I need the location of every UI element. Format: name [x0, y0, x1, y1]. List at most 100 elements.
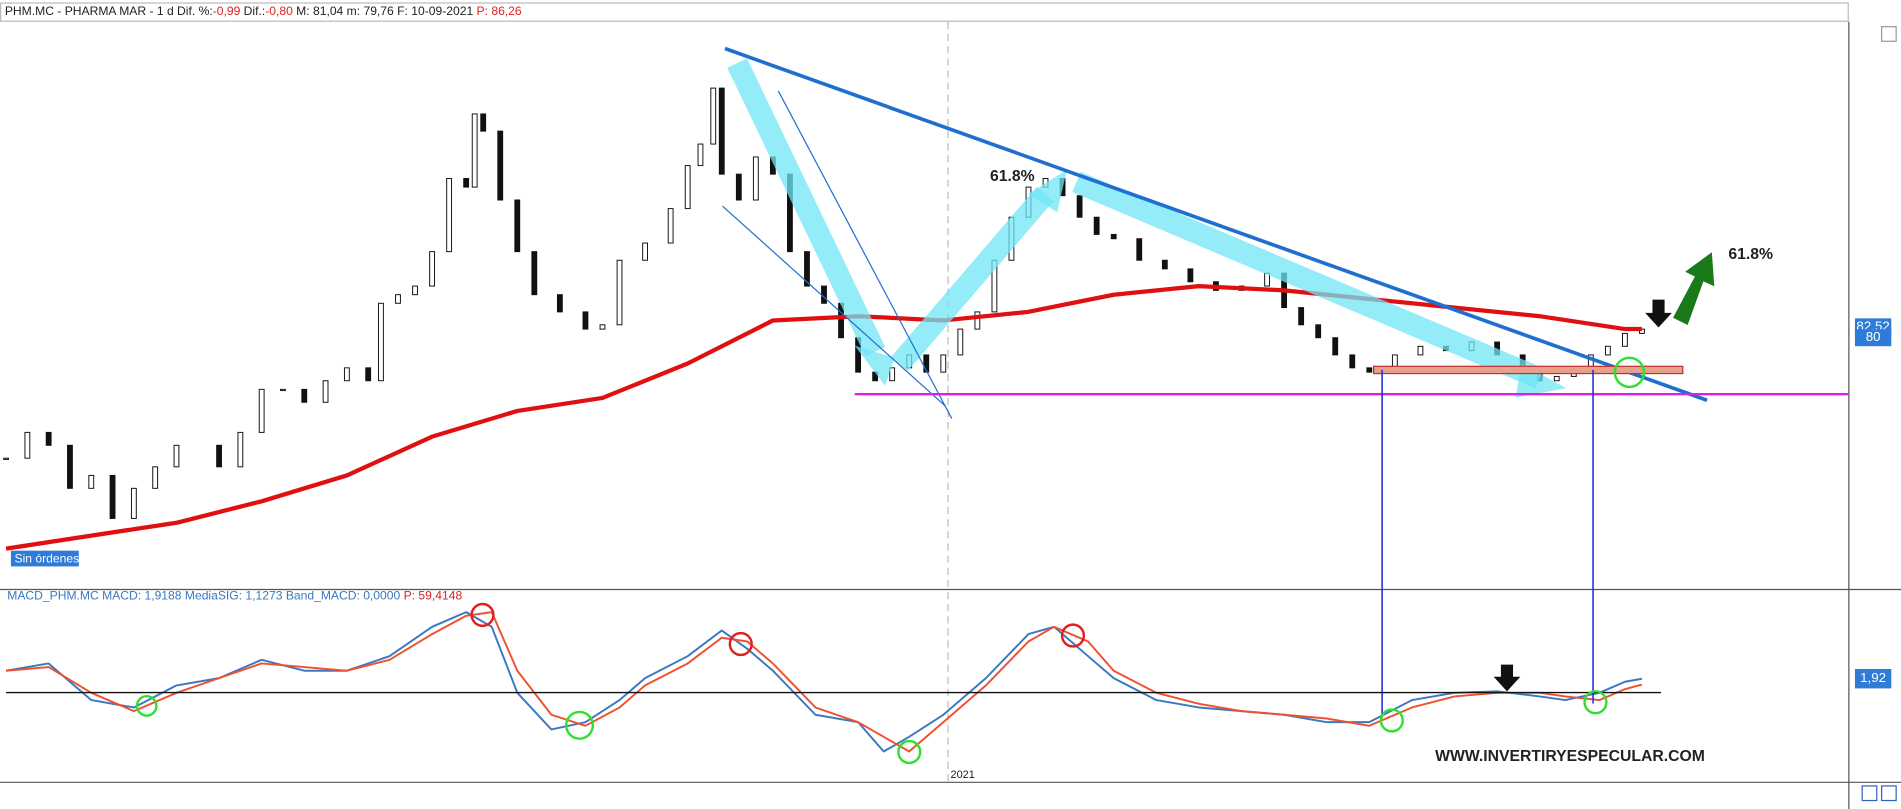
header-text: Dif.: — [240, 4, 265, 18]
order-badge — [10, 550, 79, 567]
candle — [1349, 354, 1356, 369]
candle — [642, 242, 648, 261]
candle — [531, 251, 538, 296]
header-text: -0,80 — [265, 4, 293, 18]
window-button[interactable] — [1880, 26, 1897, 42]
candle — [109, 474, 116, 519]
candle — [24, 431, 31, 459]
header-text: P: 86,26 — [473, 4, 522, 18]
macd-line — [5, 611, 1643, 753]
header-bar — [0, 2, 1849, 22]
candle — [697, 143, 704, 167]
candle — [1298, 307, 1305, 326]
candle — [480, 113, 487, 132]
last-value-box — [1854, 669, 1892, 689]
candle — [130, 487, 137, 519]
candle — [45, 431, 52, 446]
last-price-label: 80 — [1866, 329, 1881, 344]
signal-circle — [897, 739, 922, 765]
macd-line — [5, 611, 1643, 753]
candle — [1366, 367, 1373, 373]
candle — [343, 367, 350, 382]
candle — [752, 156, 759, 201]
watermark: WWW.INVERTIRYESPECULAR.COM — [1435, 748, 1705, 765]
candle — [378, 302, 384, 382]
candle — [1076, 195, 1083, 218]
candle — [1187, 268, 1194, 283]
header-text: MACD_PHM.MC MACD: 1,9188 MediaSIG: 1,127… — [7, 589, 400, 603]
candle — [667, 208, 674, 244]
candle — [974, 311, 981, 330]
signal-circle — [1060, 623, 1086, 648]
candle — [1161, 259, 1168, 270]
signal-circle — [135, 694, 158, 717]
candle — [735, 173, 742, 201]
candle — [395, 294, 401, 304]
candle — [599, 324, 606, 330]
candle — [616, 259, 623, 326]
candle — [1639, 328, 1645, 334]
order-badge-text: Sin órdenes — [15, 551, 80, 565]
candle — [429, 251, 435, 287]
annotation: 61.8% — [990, 168, 1035, 185]
candle — [889, 367, 896, 382]
candle — [1417, 345, 1424, 356]
signal-circle — [728, 631, 753, 657]
candle — [446, 177, 453, 253]
trend-arrow — [891, 186, 1054, 371]
drawings — [6, 46, 1849, 765]
candle — [710, 87, 717, 145]
candle — [556, 294, 563, 313]
signal-circle — [564, 710, 595, 740]
candle — [173, 444, 180, 468]
signal-circle — [1379, 708, 1404, 733]
candle — [923, 354, 930, 373]
candle — [152, 466, 159, 489]
candle — [1332, 337, 1339, 356]
candle — [258, 388, 265, 433]
header-text: M: 81,04 m: 79,76 F: 10-09-2021 — [293, 4, 474, 18]
candle — [718, 87, 725, 175]
signal-circle — [1583, 690, 1608, 715]
candle — [1136, 238, 1143, 261]
candle — [1093, 216, 1100, 235]
trend-arrow — [727, 58, 886, 357]
header-text: -0,99 — [213, 4, 241, 18]
candle — [582, 311, 589, 330]
candle — [497, 130, 504, 201]
trendline — [724, 46, 1708, 402]
arrow-head — [1028, 169, 1067, 213]
price-header: PHM.MC - PHARMA MAR - 1 d Dif. %:-0,99 D… — [5, 4, 522, 18]
candle — [1622, 332, 1628, 347]
candle — [684, 165, 691, 210]
arrow-head — [854, 345, 895, 386]
candle — [237, 431, 244, 468]
candle — [940, 354, 947, 373]
candle — [471, 113, 478, 188]
candle — [88, 474, 95, 489]
window-button[interactable] — [1861, 785, 1878, 802]
trend-arrow — [1072, 171, 1544, 389]
candle — [216, 444, 222, 468]
candle — [821, 285, 827, 304]
candle — [1553, 375, 1560, 382]
trendline — [722, 205, 947, 407]
candle — [463, 177, 470, 188]
last-value-label: 1,92 — [1860, 670, 1886, 685]
candle — [3, 457, 9, 460]
header-text: P: 59,4148 — [400, 589, 462, 603]
candle — [280, 388, 286, 392]
macd-header: MACD_PHM.MC MACD: 1,9188 MediaSIG: 1,127… — [7, 589, 462, 603]
header-text: PHM.MC - PHARMA MAR - 1 d Dif. %: — [5, 4, 213, 18]
trendline — [777, 90, 953, 419]
signal-arrow — [1645, 299, 1672, 328]
annotation: 61.8% — [1728, 246, 1773, 263]
year-label: 2021 — [951, 769, 975, 781]
window-button[interactable] — [1880, 785, 1897, 802]
last-price-box — [1854, 329, 1892, 347]
candle — [412, 285, 418, 296]
candle — [514, 199, 521, 253]
